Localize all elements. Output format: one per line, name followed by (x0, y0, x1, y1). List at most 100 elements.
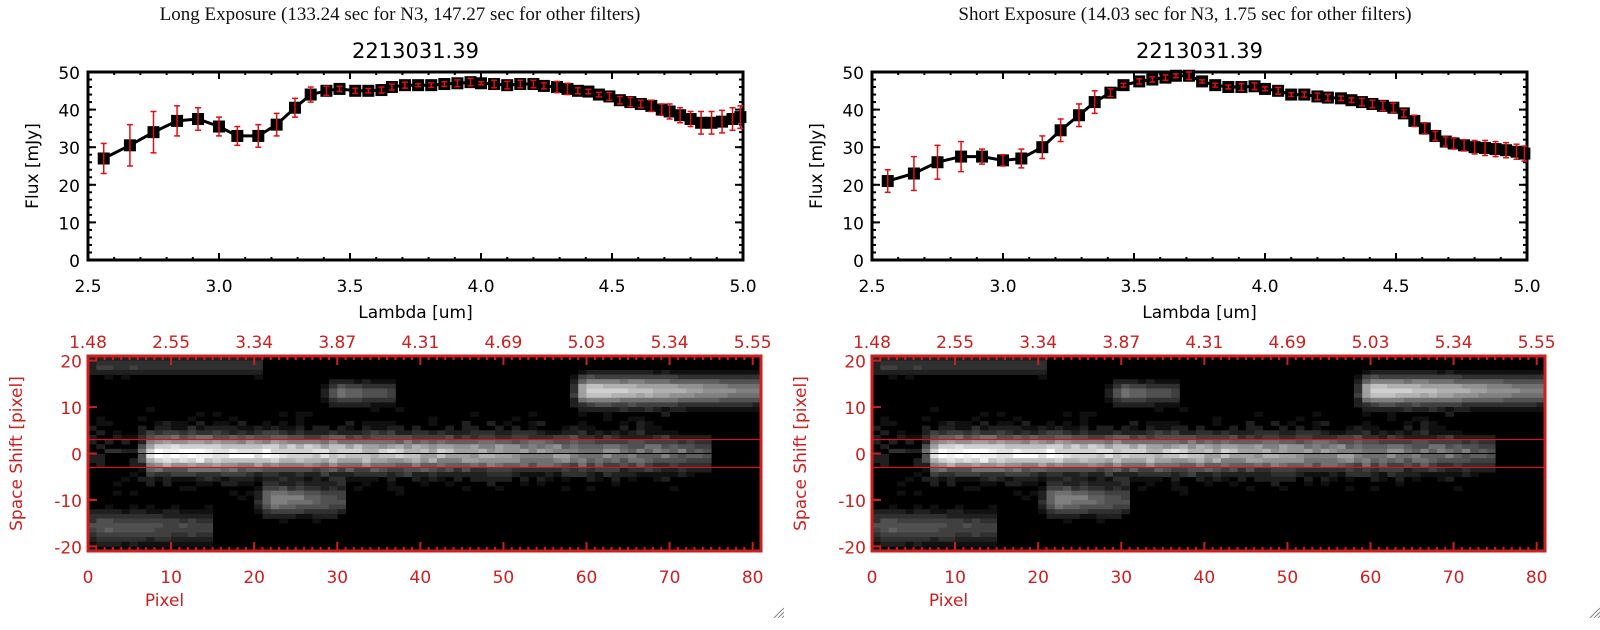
image-pixel (603, 393, 612, 399)
image-pixel (1196, 434, 1205, 440)
image-pixel (628, 379, 637, 385)
image-pixel (619, 458, 629, 464)
resize-grip-icon[interactable] (772, 606, 784, 618)
image-pixel (536, 462, 546, 468)
image-pixel (1412, 416, 1421, 422)
image-pixel (362, 481, 371, 487)
image-pixel (212, 472, 222, 478)
image-pixel (971, 472, 981, 478)
image-pixel (436, 458, 446, 464)
image-pixel (245, 439, 255, 445)
resize-grip-icon[interactable] (1588, 606, 1600, 618)
image-pixel (1403, 453, 1413, 459)
image-pixel (1370, 448, 1380, 454)
image-pixel (495, 439, 504, 445)
image-pixel (921, 509, 931, 515)
image-pixel (495, 425, 504, 431)
image-pixel (428, 430, 438, 436)
image-pixel (287, 444, 297, 450)
image-pixel (478, 458, 488, 464)
image-pixel (1013, 425, 1022, 431)
image-pixel (1146, 388, 1155, 394)
image-pixel (279, 499, 288, 505)
image-pixel (686, 402, 695, 408)
image-pixel (1096, 448, 1106, 454)
image-pixel (96, 416, 106, 422)
image-pixel (353, 486, 363, 492)
image-pixel (644, 374, 654, 380)
image-pixel (1021, 356, 1031, 362)
image-pixel (955, 467, 964, 473)
image-pixel (619, 393, 629, 399)
image-pixel (1470, 379, 1479, 385)
image-pixel (337, 397, 346, 403)
image-pixel (1096, 430, 1106, 436)
image-pixel (245, 490, 255, 496)
image-pixel (320, 444, 330, 450)
image-pixel (1420, 397, 1430, 403)
image-pixel (1220, 444, 1230, 450)
image-pixel (1220, 458, 1230, 464)
image-pixel (905, 439, 914, 445)
top-wavelength-label: 3.34 (235, 333, 273, 353)
image-pixel (237, 365, 247, 371)
image-pixel (1245, 444, 1255, 450)
image-pixel (1353, 425, 1363, 431)
image-pixel (744, 388, 754, 394)
image-pixel (362, 383, 371, 389)
image-pixel (229, 453, 238, 459)
image-pixel (1121, 499, 1130, 505)
image-pixel (229, 369, 238, 375)
image-pixel (1337, 430, 1346, 436)
image-pixel (955, 444, 964, 450)
image-pixel (1387, 472, 1396, 478)
image-pixel (1212, 439, 1222, 445)
image-pixel (661, 476, 671, 482)
image-pixel (594, 383, 604, 389)
error-bar (648, 99, 655, 113)
image-pixel (971, 532, 981, 538)
image-pixel (1146, 430, 1155, 436)
image-pixel (1387, 430, 1396, 436)
image-pixel (362, 388, 371, 394)
image-pixel (1254, 462, 1263, 468)
image-pixel (636, 383, 646, 389)
image-pixel (988, 476, 998, 482)
image-pixel (295, 430, 305, 436)
image-pixel (1270, 472, 1280, 478)
image-pixel (1453, 453, 1463, 459)
image-pixel (112, 518, 122, 524)
image-pixel (905, 513, 914, 519)
image-pixel (988, 481, 998, 487)
top-wavelength-label: 3.87 (1102, 333, 1140, 353)
image-pixel (578, 383, 587, 389)
image-pixel (428, 416, 438, 422)
image-pixel (245, 453, 255, 459)
x-tick-label: 10 (160, 568, 182, 588)
image-pixel (129, 518, 139, 524)
image-pixel (536, 421, 546, 427)
image-pixel (980, 434, 989, 440)
image-pixel (1528, 402, 1538, 408)
image-pixel (686, 369, 695, 375)
image-pixel (1079, 509, 1089, 515)
image-pixel (1079, 421, 1089, 427)
image-pixel (544, 430, 554, 436)
image-pixel (938, 462, 948, 468)
image-pixel (553, 472, 562, 478)
y-tick-label: 20 (58, 177, 80, 197)
image-pixel (1021, 448, 1031, 454)
image-pixel (1420, 369, 1430, 375)
image-pixel (1229, 439, 1238, 445)
image-pixel (1013, 430, 1022, 436)
image-pixel (702, 379, 712, 385)
image-pixel (1121, 509, 1130, 515)
error-bar (234, 125, 241, 147)
image-pixel (112, 356, 122, 362)
image-pixel (196, 421, 205, 427)
image-pixel (1121, 448, 1130, 454)
image-pixel (1436, 434, 1446, 440)
image-pixel (137, 458, 147, 464)
image-pixel (1029, 444, 1039, 450)
image-pixel (569, 448, 579, 454)
